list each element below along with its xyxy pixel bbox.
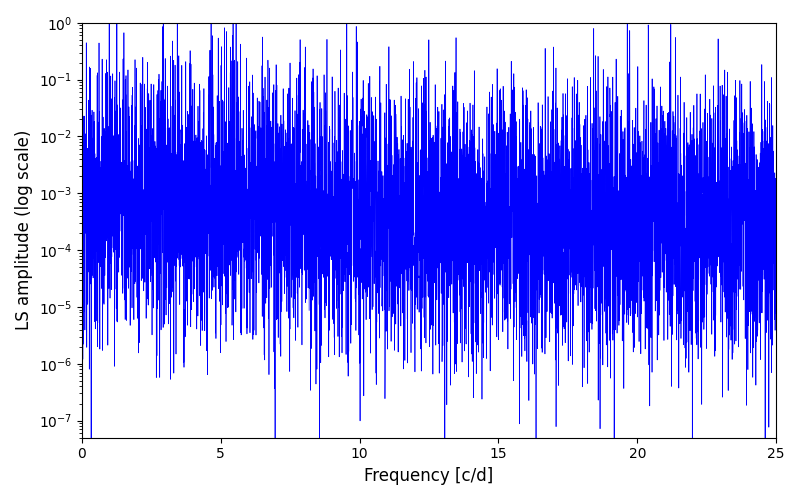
X-axis label: Frequency [c/d]: Frequency [c/d] — [364, 467, 494, 485]
Y-axis label: LS amplitude (log scale): LS amplitude (log scale) — [15, 130, 33, 330]
